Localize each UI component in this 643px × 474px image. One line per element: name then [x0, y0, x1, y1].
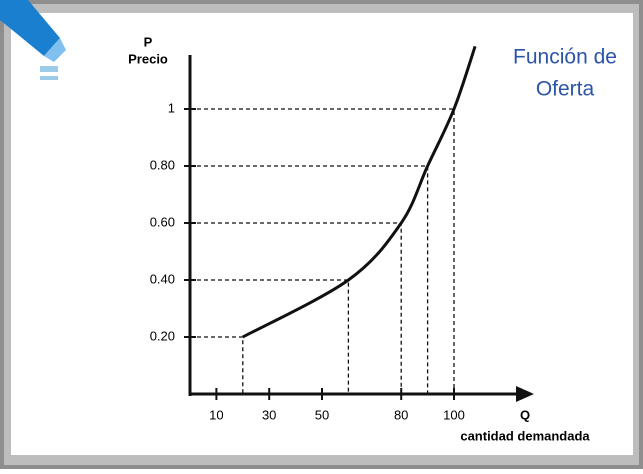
y-tick-label: 0.80 [150, 157, 175, 172]
x-tick-label: 30 [262, 407, 276, 422]
y-tick-label: 1 [168, 100, 175, 115]
title-line: Función de [513, 46, 617, 69]
y-symbol: P [144, 34, 153, 49]
x-symbol: Q [520, 407, 530, 422]
y-tick-label: 0.40 [150, 271, 175, 286]
x-tick-label: 80 [394, 407, 408, 422]
title-line: Oferta [536, 78, 595, 101]
y-tick-label: 0.60 [150, 214, 175, 229]
whiteboard: Función de Oferta P Precio Q cantidad de… [0, 0, 643, 469]
y-tick-label: 0.20 [150, 328, 175, 343]
y-axis-label: Precio [128, 51, 168, 66]
x-tick-label: 100 [443, 407, 465, 422]
x-tick-label: 10 [209, 407, 223, 422]
x-tick-label: 50 [315, 407, 329, 422]
x-axis-label: cantidad demandada [460, 428, 590, 443]
